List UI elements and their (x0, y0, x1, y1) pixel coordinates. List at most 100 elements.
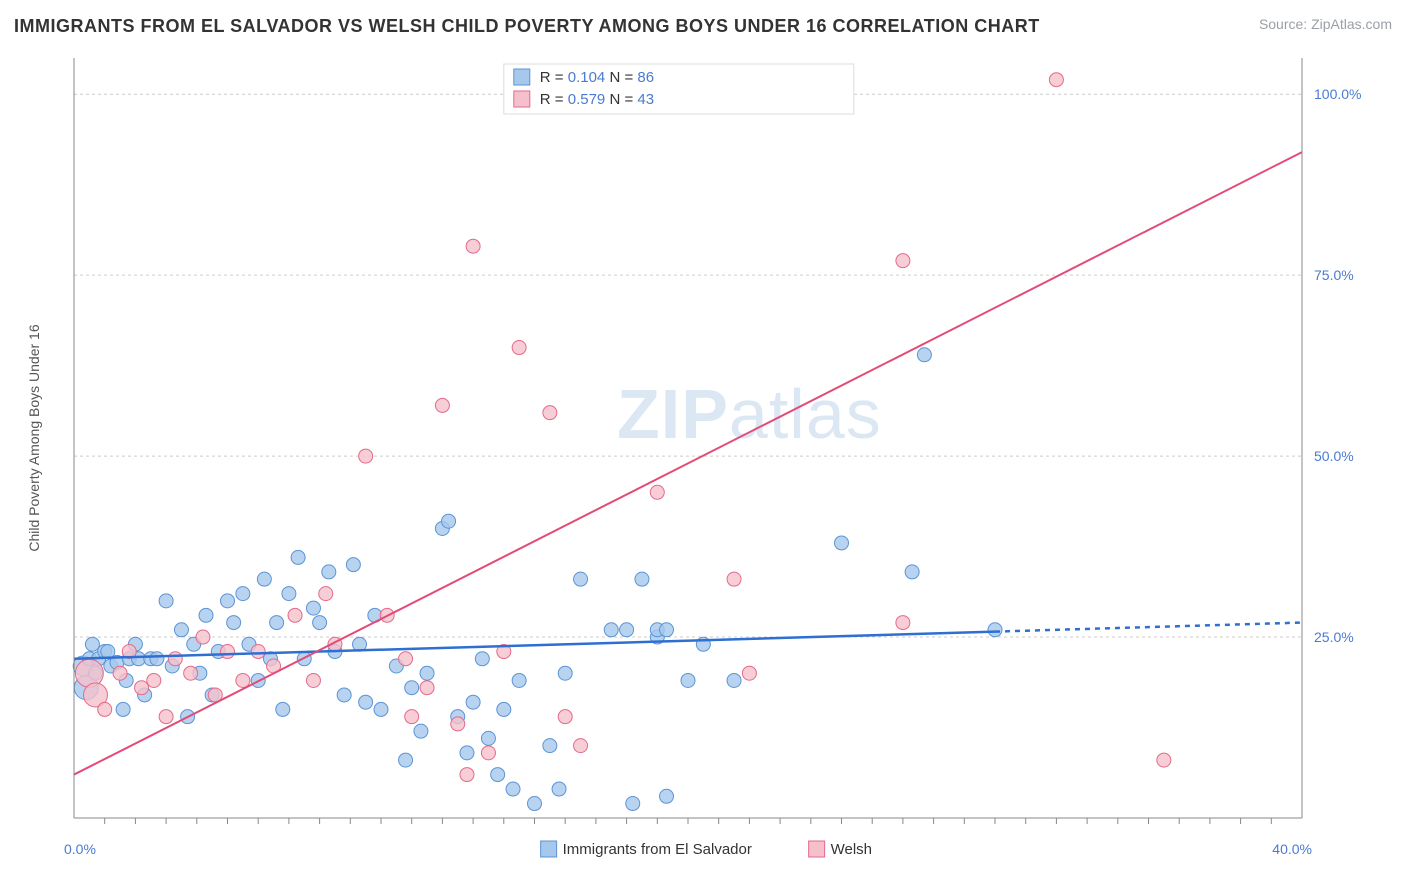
data-point (620, 623, 634, 637)
data-point (184, 666, 198, 680)
data-point (435, 398, 449, 412)
data-point (835, 536, 849, 550)
data-point (359, 695, 373, 709)
data-point (405, 681, 419, 695)
data-point (558, 710, 572, 724)
legend-label: Immigrants from El Salvador (563, 841, 752, 858)
source-label: Source: (1259, 16, 1307, 32)
data-point (282, 587, 296, 601)
data-point (558, 666, 572, 680)
data-point (988, 623, 1002, 637)
data-point (1157, 753, 1171, 767)
data-point (552, 782, 566, 796)
data-point (528, 797, 542, 811)
data-point (414, 724, 428, 738)
data-point (1049, 73, 1063, 87)
data-point (466, 239, 480, 253)
data-point (604, 623, 618, 637)
data-point (543, 739, 557, 753)
data-point (113, 666, 127, 680)
watermark: ZIPatlas (617, 375, 882, 453)
data-point (135, 681, 149, 695)
data-point (322, 565, 336, 579)
data-point (399, 652, 413, 666)
data-point (742, 666, 756, 680)
data-point (150, 652, 164, 666)
data-point (405, 710, 419, 724)
data-point (221, 645, 235, 659)
data-point (896, 254, 910, 268)
data-point (681, 673, 695, 687)
data-point (481, 731, 495, 745)
legend-swatch (809, 841, 825, 857)
fit-line-extrap (995, 623, 1302, 632)
stats-swatch (514, 69, 530, 85)
data-point (451, 717, 465, 731)
data-point (85, 637, 99, 651)
data-point (359, 449, 373, 463)
y-tick-label: 25.0% (1314, 629, 1354, 645)
chart-container: 25.0% 50.0% 75.0% 100.0% ZIPatlas 0.0% 40.0% Ch… (14, 48, 1392, 878)
data-point (650, 485, 664, 499)
chart-title: IMMIGRANTS FROM EL SALVADOR VS WELSH CHI… (14, 16, 1040, 37)
data-point (251, 645, 265, 659)
fit-line (74, 632, 995, 659)
data-point (399, 753, 413, 767)
data-point (491, 768, 505, 782)
correlation-scatter-chart: 25.0% 50.0% 75.0% 100.0% ZIPatlas 0.0% 40.0% Ch… (14, 48, 1392, 878)
data-point (460, 746, 474, 760)
data-point (236, 587, 250, 601)
data-point (543, 406, 557, 420)
y-tick-label: 75.0% (1314, 267, 1354, 283)
data-point (660, 623, 674, 637)
source-name: ZipAtlas.com (1311, 16, 1392, 32)
data-point (481, 746, 495, 760)
data-point (313, 616, 327, 630)
y-axis-label: Child Poverty Among Boys Under 16 (26, 324, 42, 551)
data-point (291, 550, 305, 564)
x-tick-label: 0.0% (64, 841, 96, 857)
data-point (497, 702, 511, 716)
data-point (270, 616, 284, 630)
stats-row: R = 0.579 N = 43 (540, 91, 654, 108)
data-point (917, 348, 931, 362)
data-point (196, 630, 210, 644)
data-point (512, 673, 526, 687)
data-point (660, 789, 674, 803)
data-point (896, 616, 910, 630)
stats-row: R = 0.104 N = 86 (540, 69, 654, 86)
data-point (574, 572, 588, 586)
data-point (512, 341, 526, 355)
data-point (288, 608, 302, 622)
data-point (475, 652, 489, 666)
y-tick-label: 50.0% (1314, 448, 1354, 464)
data-point (147, 673, 161, 687)
data-point (221, 594, 235, 608)
data-point (257, 572, 271, 586)
data-point (442, 514, 456, 528)
data-point (319, 587, 333, 601)
data-point (727, 673, 741, 687)
data-point (420, 666, 434, 680)
x-tick-label: 40.0% (1272, 841, 1312, 857)
data-point (306, 601, 320, 615)
data-point (420, 681, 434, 695)
data-point (159, 710, 173, 724)
data-point (227, 616, 241, 630)
data-point (626, 797, 640, 811)
data-point (466, 695, 480, 709)
y-tick-label: 100.0% (1314, 86, 1361, 102)
data-point (276, 702, 290, 716)
data-point (460, 768, 474, 782)
source-attribution: Source: ZipAtlas.com (1259, 16, 1392, 32)
data-point (374, 702, 388, 716)
data-point (98, 702, 112, 716)
legend-label: Welsh (831, 841, 872, 858)
data-point (306, 673, 320, 687)
data-point (199, 608, 213, 622)
data-point (905, 565, 919, 579)
data-point (574, 739, 588, 753)
data-point (116, 702, 130, 716)
legend-swatch (541, 841, 557, 857)
stats-swatch (514, 91, 530, 107)
